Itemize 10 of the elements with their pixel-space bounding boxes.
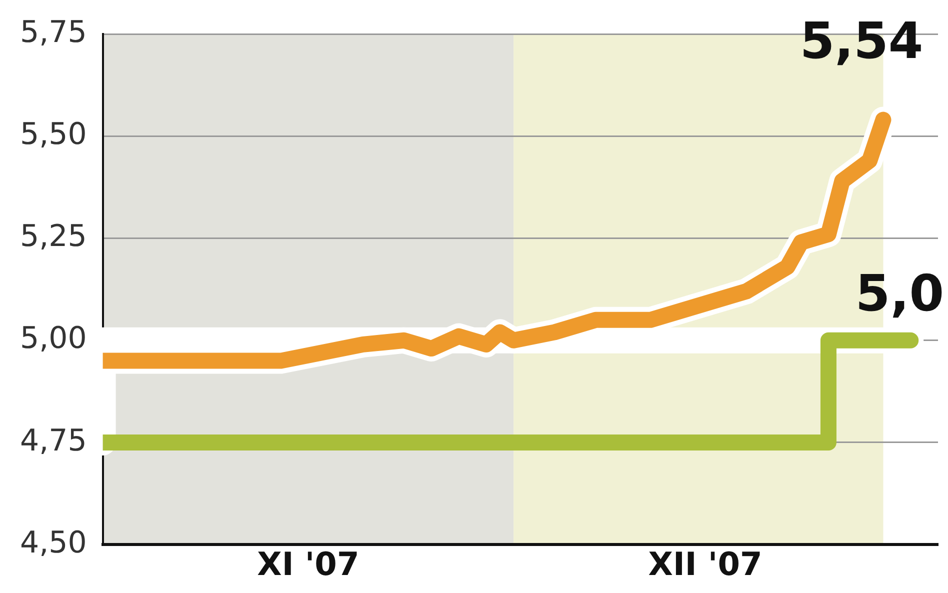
y-tick-label: 5,50 [20,116,87,152]
x-tick-label: XI '07 [257,545,360,584]
y-tick-label: 5,25 [20,219,87,254]
annotation: 5,0 [855,264,944,322]
y-tick-label: 4,75 [20,423,87,458]
annotation: 5,54 [800,12,924,70]
y-tick-label: 5,00 [20,321,87,356]
y-tick-label: 4,50 [20,525,87,560]
x-tick-label: XII '07 [648,545,762,584]
y-tick-label: 5,75 [20,14,87,50]
